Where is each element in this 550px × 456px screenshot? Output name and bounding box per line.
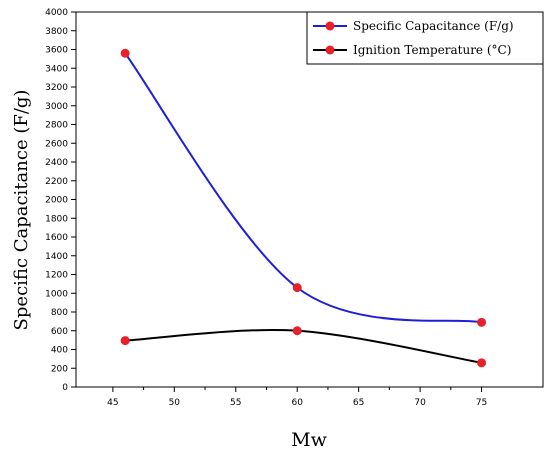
y-tick-label: 800 bbox=[51, 308, 68, 318]
y-tick-label: 1400 bbox=[45, 252, 68, 262]
y-tick-label: 1200 bbox=[45, 271, 68, 281]
legend-swatch-marker bbox=[325, 45, 335, 55]
y-tick-label: 4000 bbox=[45, 8, 68, 18]
data-point bbox=[477, 358, 487, 368]
series-line bbox=[125, 329, 482, 364]
legend: Specific Capacitance (F/g) Ignition Tempe… bbox=[306, 11, 544, 65]
x-axis: 45 50 55 60 65 70 75 bbox=[107, 387, 487, 408]
y-tick-label: 1000 bbox=[45, 289, 68, 299]
series-layer bbox=[120, 48, 487, 368]
y-axis-title: Specific Capacitance (F/g) bbox=[11, 90, 32, 331]
legend-item: Specific Capacitance (F/g) bbox=[313, 19, 514, 33]
data-point bbox=[292, 326, 302, 336]
y-tick-label: 1800 bbox=[45, 214, 68, 224]
y-tick-label: 200 bbox=[51, 364, 68, 374]
y-tick-label: 3600 bbox=[45, 46, 68, 56]
legend-box bbox=[306, 11, 544, 65]
data-point bbox=[120, 336, 130, 346]
x-tick-label: 75 bbox=[476, 398, 487, 408]
y-tick-label: 1600 bbox=[45, 233, 68, 243]
data-point bbox=[292, 283, 302, 293]
x-tick-label: 50 bbox=[169, 398, 181, 408]
data-point bbox=[477, 317, 487, 327]
x-tick-label: 55 bbox=[230, 398, 241, 408]
series-1 bbox=[120, 48, 487, 327]
x-axis-title: Mw bbox=[291, 429, 327, 451]
legend-item: Ignition Temperature (°C) bbox=[313, 43, 511, 57]
y-tick-label: 2400 bbox=[45, 158, 68, 168]
y-tick-label: 2600 bbox=[45, 139, 68, 149]
y-tick-label: 2200 bbox=[45, 177, 68, 187]
legend-label: Specific Capacitance (F/g) bbox=[353, 19, 514, 33]
y-tick-label: 600 bbox=[51, 327, 68, 337]
y-tick-label: 2800 bbox=[45, 121, 68, 131]
y-tick-label: 400 bbox=[51, 346, 68, 356]
y-axis: 0 200 400 600 800 1000 1200 1400 1600 1800 2000 220… bbox=[45, 8, 76, 393]
legend-label: Ignition Temperature (°C) bbox=[353, 43, 511, 57]
y-tick-label: 3400 bbox=[45, 64, 68, 74]
x-tick-label: 60 bbox=[291, 398, 303, 408]
series-2 bbox=[120, 326, 487, 368]
y-tick-label: 2000 bbox=[45, 196, 68, 206]
x-tick-label: 65 bbox=[353, 398, 364, 408]
x-tick-label: 45 bbox=[107, 398, 118, 408]
legend-swatch-marker bbox=[325, 21, 335, 31]
y-tick-label: 3200 bbox=[45, 83, 68, 93]
y-tick-label: 3000 bbox=[45, 102, 68, 112]
x-tick-label: 70 bbox=[414, 398, 426, 408]
y-tick-label: 3800 bbox=[45, 27, 68, 37]
y-tick-label: 0 bbox=[62, 383, 68, 393]
data-point bbox=[120, 48, 130, 58]
series-line bbox=[124, 52, 482, 324]
